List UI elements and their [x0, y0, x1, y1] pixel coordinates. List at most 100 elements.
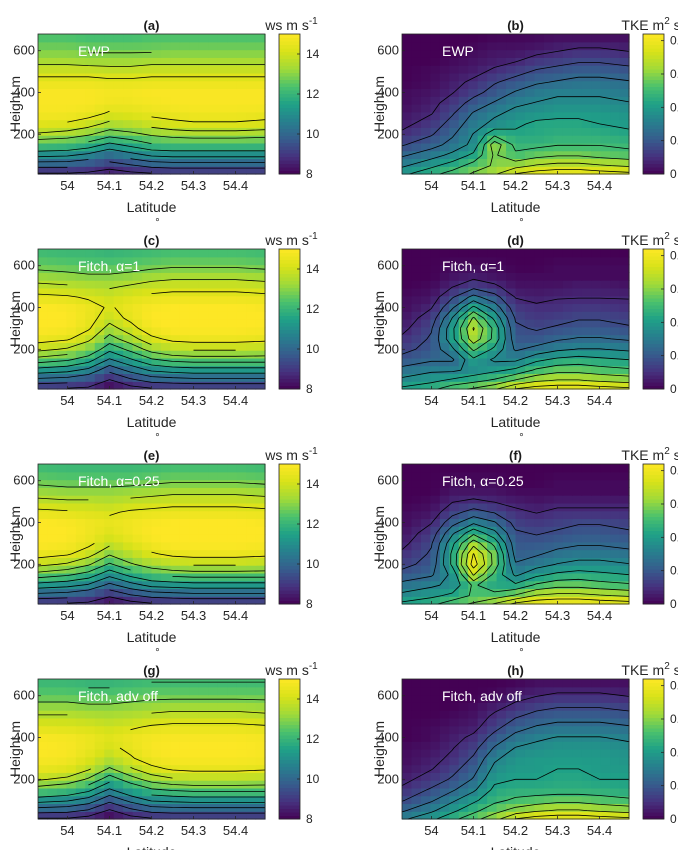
heatmap-cell: [562, 88, 573, 97]
heatmap-cell: [75, 572, 86, 582]
heatmap-cell: [591, 756, 602, 766]
heatmap-cell: [255, 57, 266, 66]
heatmap-cell: [151, 80, 162, 90]
heatmap-cell: [179, 764, 190, 773]
colorbar-tick-label: 0.1: [670, 779, 678, 793]
colorbar-segment: [643, 62, 664, 66]
heatmap-cell: [553, 565, 564, 574]
heatmap-cell: [458, 334, 469, 343]
heatmap-cell: [132, 588, 143, 597]
heatmap-cell: [113, 565, 124, 574]
heatmap-cell: [581, 580, 592, 590]
heatmap-cell: [132, 717, 143, 727]
heatmap-cell: [553, 772, 564, 781]
heatmap-cell: [430, 534, 441, 543]
heatmap-cell: [132, 464, 143, 473]
heatmap-cell: [591, 580, 602, 590]
heatmap-cell: [534, 334, 545, 343]
heatmap-cell: [439, 596, 450, 605]
heatmap-cell: [113, 557, 124, 566]
heatmap-cell: [468, 158, 479, 167]
heatmap-cell: [151, 303, 162, 312]
heatmap-cell: [104, 96, 115, 105]
heatmap-cell: [179, 57, 190, 66]
heatmap-cell: [420, 772, 431, 781]
x-tick-label: 54.3: [181, 608, 206, 623]
heatmap-cell: [458, 72, 469, 82]
heatmap-cell: [189, 150, 200, 160]
heatmap-cell: [468, 710, 479, 719]
heatmap-cell: [449, 479, 460, 488]
heatmap-cell: [411, 34, 422, 43]
colorbar-segment: [279, 791, 300, 795]
heatmap-cell: [543, 549, 554, 558]
heatmap-cell: [104, 373, 115, 382]
heatmap-cell: [496, 565, 507, 574]
heatmap-cell: [208, 373, 219, 382]
heatmap-cell: [217, 65, 228, 74]
heatmap-cell: [123, 287, 134, 297]
heatmap-cell: [591, 510, 602, 520]
heatmap-cell: [496, 104, 507, 113]
heatmap-cell: [208, 295, 219, 305]
heatmap-cell: [94, 80, 105, 90]
heatmap-cell: [581, 487, 592, 496]
heatmap-cell: [420, 803, 431, 812]
heatmap-cell: [553, 166, 564, 175]
heatmap-cell: [151, 557, 162, 566]
heatmap-cell: [56, 541, 67, 551]
heatmap-cell: [217, 166, 228, 175]
heatmap-cell: [170, 495, 181, 504]
heatmap-cell: [458, 142, 469, 152]
heatmap-cell: [132, 479, 143, 488]
heatmap-cell: [515, 287, 526, 297]
heatmap-cell: [430, 80, 441, 90]
heatmap-cell: [104, 787, 115, 797]
contour-line: [37, 371, 265, 385]
heatmap-cell: [534, 549, 545, 558]
heatmap-cell: [255, 772, 266, 781]
heatmap-cell: [246, 287, 257, 297]
x-axis-unit: °: [519, 217, 523, 229]
heatmap-cell: [208, 326, 219, 336]
heatmap-cell: [487, 249, 498, 258]
heatmap-cell: [132, 49, 143, 58]
heatmap-cell: [562, 686, 573, 696]
heatmap-cell: [236, 49, 247, 58]
heatmap-cell: [94, 295, 105, 305]
colorbar-segment: [279, 51, 300, 56]
heatmap-cell: [94, 158, 105, 167]
heatmap-cell: [198, 479, 209, 488]
heatmap-cell: [236, 57, 247, 66]
heatmap-cell: [47, 57, 58, 66]
heatmap-cell: [132, 272, 143, 281]
heatmap-cell: [38, 526, 49, 535]
heatmap-cell: [179, 702, 190, 711]
colorbar-segment: [643, 798, 664, 802]
heatmap-cell: [468, 580, 479, 590]
heatmap-cell: [600, 158, 611, 167]
heatmap-cell: [524, 326, 536, 336]
heatmap-cell: [236, 334, 247, 343]
heatmap-cell: [534, 479, 545, 488]
heatmap-cell: [581, 303, 592, 312]
heatmap-cell: [581, 541, 592, 551]
heatmap-cell: [506, 373, 517, 382]
colorbar-segment: [279, 322, 300, 327]
heatmap-cell: [208, 518, 219, 527]
colorbar-tick-label: 12: [306, 302, 320, 316]
heatmap-cell: [543, 373, 554, 382]
colorbar-segment: [643, 548, 664, 552]
heatmap-cell: [227, 772, 238, 781]
heatmap-cell: [534, 57, 545, 66]
heatmap-cell: [477, 679, 488, 688]
colorbar-tick-label: 14: [306, 477, 320, 491]
heatmap-cell: [189, 311, 200, 320]
heatmap-cell: [402, 510, 413, 520]
heatmap-cell: [506, 150, 517, 160]
colorbar-segment: [643, 593, 664, 598]
colorbar-segment: [279, 156, 300, 161]
heatmap-cell: [227, 471, 238, 481]
heatmap-cell: [189, 702, 200, 711]
heatmap-cell: [123, 80, 134, 90]
